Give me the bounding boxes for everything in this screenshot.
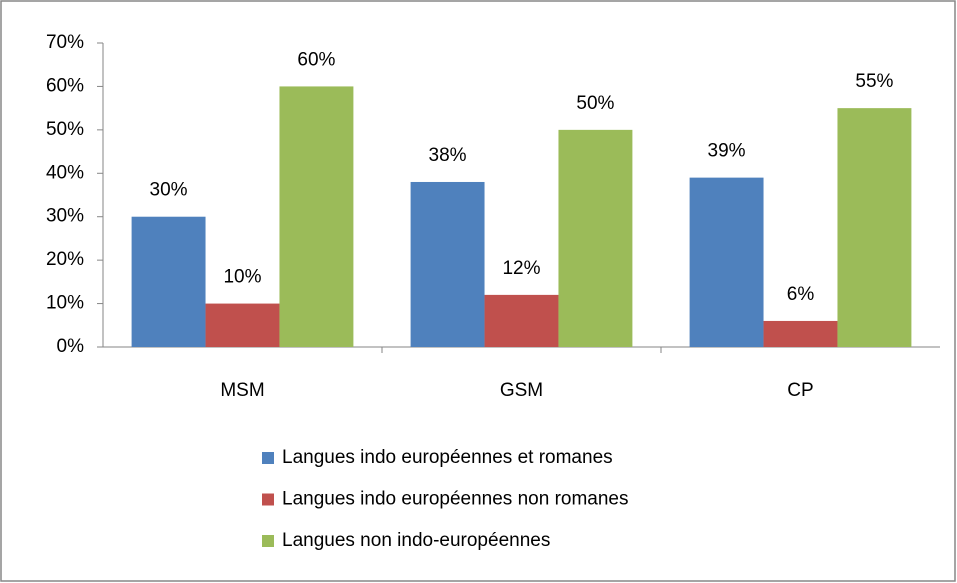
bar bbox=[837, 108, 912, 348]
value-label: 12% bbox=[502, 258, 540, 279]
value-label: 6% bbox=[787, 284, 815, 305]
value-label: 50% bbox=[576, 93, 614, 114]
value-label: 38% bbox=[429, 145, 467, 166]
y-tick-label: 70% bbox=[46, 32, 84, 53]
y-tick-label: 30% bbox=[46, 206, 84, 227]
y-tick-label: 60% bbox=[46, 75, 84, 96]
x-tick-label: GSM bbox=[500, 380, 543, 401]
value-label: 55% bbox=[855, 71, 893, 92]
bar bbox=[205, 303, 280, 347]
bar bbox=[484, 294, 559, 347]
x-tick-label: MSM bbox=[220, 380, 264, 401]
value-label: 10% bbox=[223, 267, 261, 288]
bar bbox=[689, 177, 764, 347]
bar bbox=[763, 320, 838, 347]
legend-label: Langues non indo-européennes bbox=[282, 530, 550, 551]
y-tick-label: 50% bbox=[46, 119, 84, 140]
legend-label: Langues indo européennes non romanes bbox=[282, 489, 629, 510]
value-label: 60% bbox=[297, 49, 335, 70]
y-tick-label: 20% bbox=[46, 249, 84, 270]
bar bbox=[410, 181, 485, 347]
legend-swatch bbox=[262, 535, 274, 547]
y-tick-label: 10% bbox=[46, 293, 84, 314]
legend-swatch bbox=[262, 452, 274, 464]
legend-label: Langues indo européennes et romanes bbox=[282, 447, 613, 468]
bar bbox=[279, 86, 354, 347]
legend-swatch bbox=[262, 493, 274, 506]
y-tick-label: 40% bbox=[46, 162, 84, 183]
value-label: 39% bbox=[708, 141, 746, 162]
x-tick-label: CP bbox=[787, 380, 813, 401]
bar bbox=[558, 129, 633, 347]
bar bbox=[131, 216, 206, 347]
y-tick-label: 0% bbox=[57, 336, 85, 357]
value-label: 30% bbox=[150, 180, 188, 201]
